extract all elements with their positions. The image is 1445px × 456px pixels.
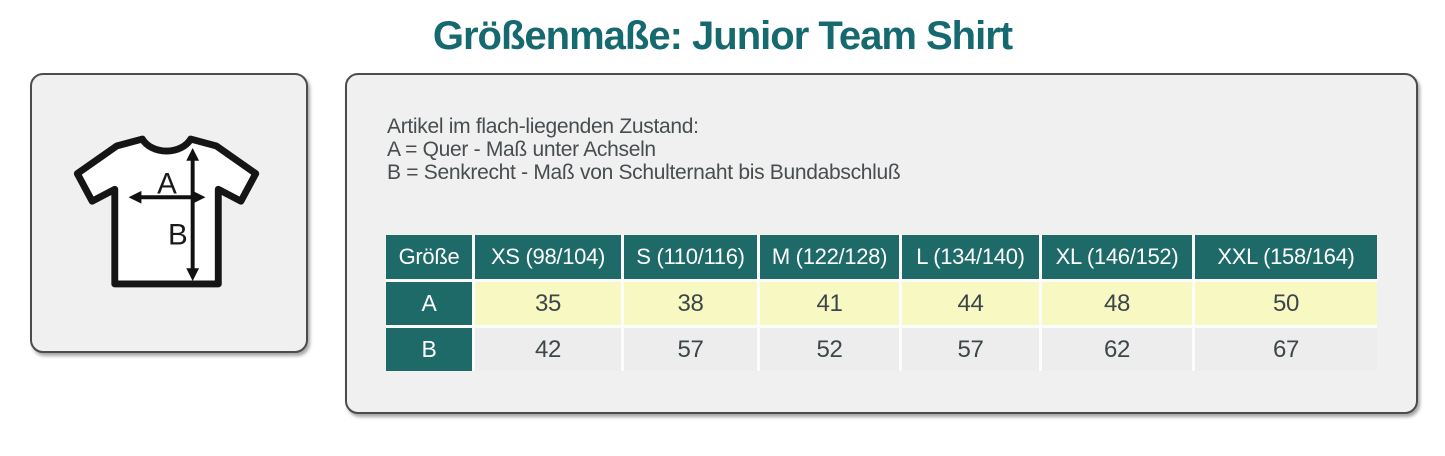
width-arrow-a [128,190,206,204]
info-line-flat-state: Artikel im flach-liegenden Zustand: [387,115,699,138]
cell-a-xs: 35 [475,282,621,325]
col-header-xl: XL (146/152) [1042,235,1192,279]
col-header-l: L (134/140) [902,235,1039,279]
cell-b-xl: 62 [1042,328,1192,371]
page-title: Größenmaße: Junior Team Shirt [432,14,1013,58]
info-line-b-definition: B = Senkrecht - Maß von Schulternaht bis… [387,161,901,184]
cell-a-m: 41 [760,282,899,325]
cell-a-l: 44 [902,282,1039,325]
size-info-panel: Artikel im flach-liegenden Zustand: A = … [345,73,1418,414]
cell-b-l: 57 [902,328,1039,371]
info-line-a-definition: A = Quer - Maß unter Achseln [387,138,656,161]
col-header-size: Größe [386,235,472,279]
cell-b-m: 52 [760,328,899,371]
cell-b-xs: 42 [475,328,621,371]
col-header-xxl: XXL (158/164) [1195,235,1377,279]
diagram-label-b: B [168,219,188,252]
diagram-panel: A B [30,73,308,353]
size-table: Größe XS (98/104) S (110/116) M (122/128… [386,235,1377,371]
cell-a-s: 38 [624,282,757,325]
height-arrow-b [186,147,200,282]
tshirt-icon [73,135,260,288]
tshirt-diagram: A B [73,135,260,288]
size-table-wrap: Größe XS (98/104) S (110/116) M (122/128… [386,235,1377,371]
row-label-b: B [386,328,472,371]
cell-b-s: 57 [624,328,757,371]
col-header-m: M (122/128) [760,235,899,279]
size-table-header-row: Größe XS (98/104) S (110/116) M (122/128… [386,235,1377,279]
col-header-xs: XS (98/104) [475,235,621,279]
measurement-row-a: A 35 38 41 44 48 50 [386,282,1377,325]
cell-a-xl: 48 [1042,282,1192,325]
cell-b-xxl: 67 [1195,328,1377,371]
measurement-description: Artikel im flach-liegenden Zustand: A = … [387,115,901,184]
cell-a-xxl: 50 [1195,282,1377,325]
diagram-label-a: A [157,167,177,200]
measurement-row-b: B 42 57 52 57 62 67 [386,328,1377,371]
col-header-s: S (110/116) [624,235,757,279]
row-label-a: A [386,282,472,325]
